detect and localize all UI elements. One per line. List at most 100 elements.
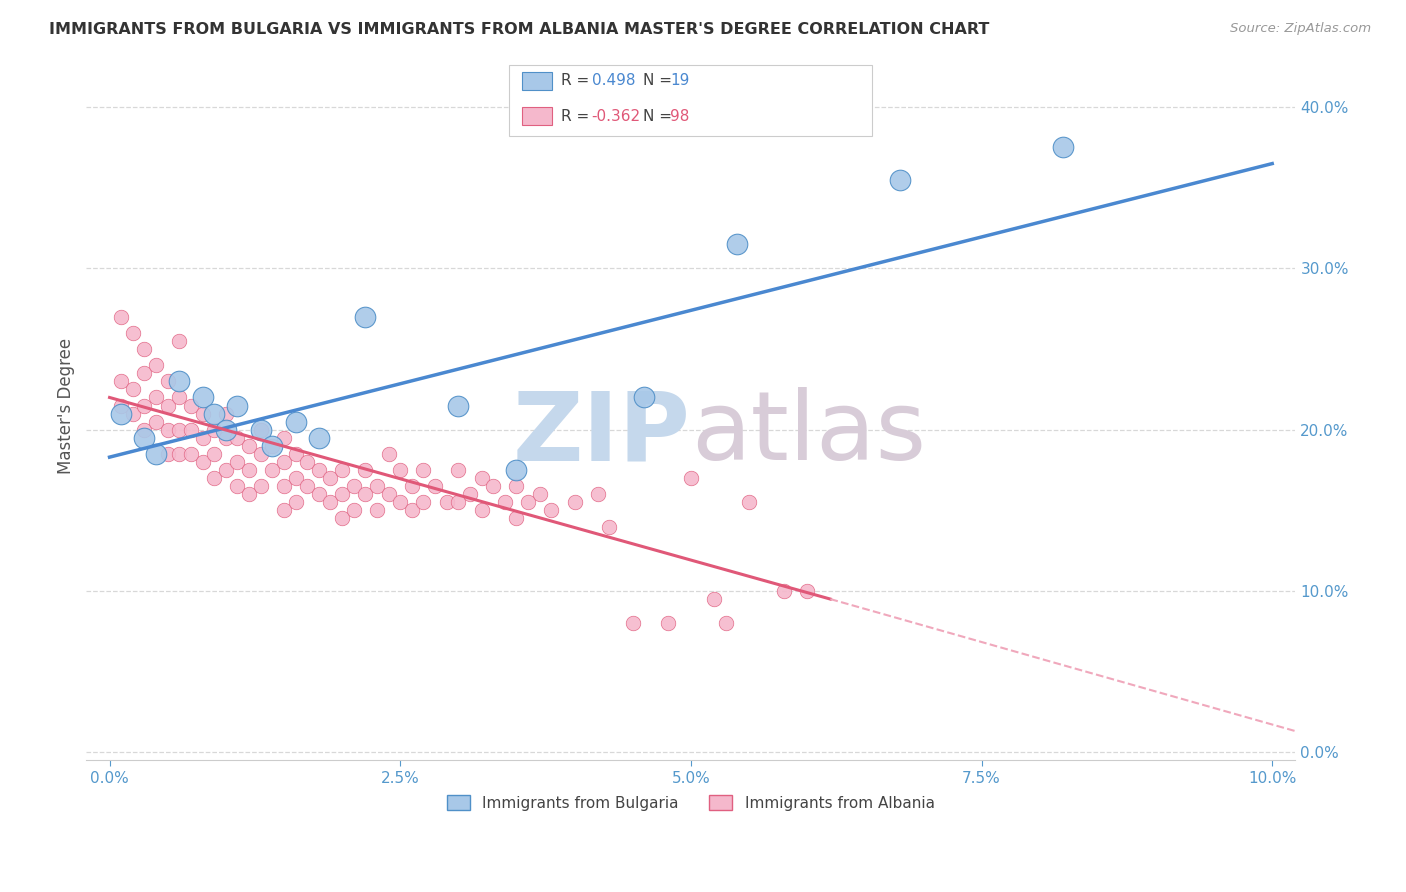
Point (215, 431, 238, 445)
Point (621, 616, 644, 631)
Point (389, 495, 412, 509)
Point (366, 503, 388, 517)
Point (354, 463, 377, 477)
Point (1052, 140, 1074, 154)
Point (377, 447, 399, 461)
Point (284, 495, 307, 509)
Point (494, 495, 516, 509)
Point (215, 423, 238, 437)
Point (156, 423, 179, 437)
Point (134, 366, 156, 380)
Point (598, 519, 620, 533)
Text: ZIP: ZIP (513, 387, 690, 481)
Point (273, 431, 295, 445)
Point (134, 431, 156, 445)
Point (202, 447, 225, 461)
Text: 98: 98 (671, 109, 690, 124)
Point (284, 471, 307, 485)
Point (540, 503, 562, 517)
Point (529, 487, 551, 501)
FancyBboxPatch shape (509, 65, 872, 136)
Point (308, 463, 330, 477)
Point (145, 447, 167, 461)
Point (202, 407, 225, 421)
Point (262, 439, 284, 453)
Point (447, 463, 470, 477)
Point (156, 447, 179, 461)
Point (273, 455, 295, 469)
Point (180, 423, 202, 437)
Bar (522, 72, 551, 90)
Point (505, 511, 527, 525)
Point (110, 399, 132, 413)
Point (319, 471, 342, 485)
Bar (522, 107, 551, 125)
Point (319, 495, 342, 509)
Point (226, 399, 249, 413)
Point (110, 375, 132, 389)
Point (633, 391, 655, 405)
Point (354, 487, 377, 501)
Point (156, 375, 179, 389)
Point (121, 383, 143, 397)
Point (249, 447, 271, 461)
Point (703, 592, 725, 607)
Point (156, 399, 179, 413)
Point (284, 447, 307, 461)
Point (308, 431, 330, 445)
Point (169, 447, 191, 461)
Point (679, 471, 702, 485)
Point (343, 479, 366, 493)
Point (215, 463, 238, 477)
Point (202, 423, 225, 437)
Point (238, 439, 260, 453)
Text: Source: ZipAtlas.com: Source: ZipAtlas.com (1230, 22, 1371, 36)
Point (169, 391, 191, 405)
Point (295, 455, 318, 469)
Point (215, 407, 238, 421)
Point (191, 391, 214, 405)
Point (249, 479, 271, 493)
Point (330, 487, 353, 501)
Point (343, 503, 366, 517)
Point (308, 487, 330, 501)
Text: atlas: atlas (690, 387, 927, 481)
Point (238, 487, 260, 501)
Point (226, 479, 249, 493)
Text: IMMIGRANTS FROM BULGARIA VS IMMIGRANTS FROM ALBANIA MASTER'S DEGREE CORRELATION : IMMIGRANTS FROM BULGARIA VS IMMIGRANTS F… (49, 22, 990, 37)
Point (121, 407, 143, 421)
Point (412, 463, 434, 477)
Point (889, 172, 911, 186)
Point (145, 358, 167, 372)
Point (401, 503, 423, 517)
Point (295, 479, 318, 493)
Text: R =: R = (561, 73, 595, 88)
Point (169, 423, 191, 437)
Text: R =: R = (561, 109, 595, 124)
Point (330, 511, 353, 525)
Point (134, 342, 156, 356)
Point (447, 495, 470, 509)
Point (191, 455, 214, 469)
Point (262, 463, 284, 477)
Point (284, 415, 307, 429)
Point (714, 616, 737, 631)
Point (447, 399, 470, 413)
Point (471, 503, 494, 517)
Point (471, 471, 494, 485)
Point (145, 415, 167, 429)
Point (657, 616, 679, 631)
Text: N =: N = (643, 109, 676, 124)
Point (226, 455, 249, 469)
Point (586, 487, 609, 501)
Point (796, 584, 818, 599)
Point (121, 326, 143, 340)
Y-axis label: Master's Degree: Master's Degree (58, 337, 75, 474)
Point (180, 399, 202, 413)
Point (377, 487, 399, 501)
Point (423, 479, 446, 493)
Point (354, 310, 377, 324)
Point (482, 479, 505, 493)
Point (458, 487, 481, 501)
Point (180, 447, 202, 461)
